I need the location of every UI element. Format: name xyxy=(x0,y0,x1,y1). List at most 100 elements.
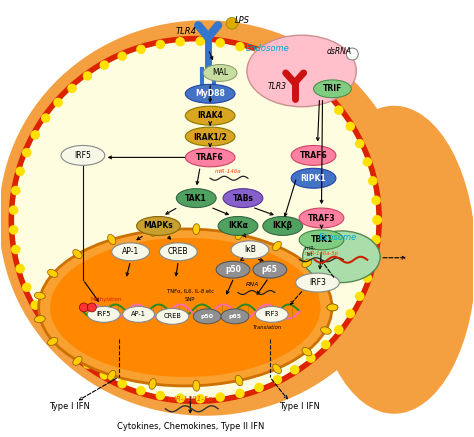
Circle shape xyxy=(87,303,96,312)
Circle shape xyxy=(100,60,109,70)
Circle shape xyxy=(30,130,40,140)
Circle shape xyxy=(334,105,344,115)
Circle shape xyxy=(355,291,365,301)
Circle shape xyxy=(346,309,355,319)
Ellipse shape xyxy=(320,281,331,288)
Ellipse shape xyxy=(112,243,149,261)
Circle shape xyxy=(290,66,300,75)
Ellipse shape xyxy=(273,364,282,374)
Circle shape xyxy=(136,45,146,54)
Circle shape xyxy=(11,186,20,195)
Circle shape xyxy=(118,52,127,61)
Text: IRF5: IRF5 xyxy=(74,151,91,160)
Text: p65: p65 xyxy=(262,265,278,274)
Circle shape xyxy=(175,37,185,46)
Ellipse shape xyxy=(137,216,180,236)
Text: TLR4: TLR4 xyxy=(176,27,197,36)
Circle shape xyxy=(346,48,358,60)
Circle shape xyxy=(155,391,165,400)
Circle shape xyxy=(16,264,25,274)
Text: IRAK1/2: IRAK1/2 xyxy=(193,132,227,141)
Circle shape xyxy=(346,121,355,131)
Circle shape xyxy=(11,245,20,254)
Ellipse shape xyxy=(299,208,344,228)
Circle shape xyxy=(100,370,109,380)
Ellipse shape xyxy=(327,304,338,311)
Text: TAK1: TAK1 xyxy=(185,194,207,203)
Text: TBK1: TBK1 xyxy=(310,236,333,244)
Circle shape xyxy=(80,303,88,312)
Text: SNP: SNP xyxy=(185,297,195,302)
Ellipse shape xyxy=(302,259,312,267)
Text: RNA: RNA xyxy=(246,282,260,287)
Ellipse shape xyxy=(231,241,269,259)
Ellipse shape xyxy=(247,35,356,107)
Circle shape xyxy=(355,139,365,149)
Ellipse shape xyxy=(302,231,380,283)
Ellipse shape xyxy=(0,20,411,416)
Text: MAPKs: MAPKs xyxy=(144,222,173,230)
Circle shape xyxy=(67,83,77,93)
Text: AP-1: AP-1 xyxy=(122,247,139,256)
Text: LPS: LPS xyxy=(235,16,249,25)
Circle shape xyxy=(216,38,225,48)
Text: TNFα, IL6, IL-8 etc: TNFα, IL6, IL-8 etc xyxy=(167,289,214,294)
Circle shape xyxy=(363,157,372,166)
Circle shape xyxy=(83,71,92,81)
Circle shape xyxy=(321,90,330,100)
Ellipse shape xyxy=(185,84,235,103)
Circle shape xyxy=(53,98,63,108)
Ellipse shape xyxy=(123,306,155,323)
Circle shape xyxy=(195,36,205,46)
Circle shape xyxy=(235,42,245,52)
Circle shape xyxy=(235,388,245,398)
Circle shape xyxy=(155,40,165,49)
Text: TLR3: TLR3 xyxy=(267,82,286,91)
Text: TRIF: TRIF xyxy=(323,84,342,94)
Text: miR-146a-5p: miR-146a-5p xyxy=(304,251,338,256)
Ellipse shape xyxy=(302,347,312,356)
Ellipse shape xyxy=(159,243,197,261)
Circle shape xyxy=(22,148,31,157)
Text: IRF3: IRF3 xyxy=(309,278,326,287)
Ellipse shape xyxy=(176,189,216,208)
Circle shape xyxy=(306,77,316,87)
Circle shape xyxy=(195,394,205,403)
Text: p50: p50 xyxy=(201,314,214,319)
Circle shape xyxy=(273,55,282,65)
Ellipse shape xyxy=(193,309,221,324)
Text: MyD88: MyD88 xyxy=(195,89,225,98)
Circle shape xyxy=(368,176,378,186)
Ellipse shape xyxy=(185,106,235,125)
Circle shape xyxy=(371,235,381,244)
Text: TRAF3: TRAF3 xyxy=(308,214,335,222)
Text: miR-
let: miR- let xyxy=(304,246,315,257)
Circle shape xyxy=(216,392,225,402)
Ellipse shape xyxy=(296,273,339,292)
Ellipse shape xyxy=(39,229,332,386)
Ellipse shape xyxy=(35,292,45,299)
Text: miR-1291-5p: miR-1291-5p xyxy=(167,396,213,402)
Ellipse shape xyxy=(61,146,105,165)
Text: TABs: TABs xyxy=(233,194,254,203)
Ellipse shape xyxy=(273,241,282,251)
Ellipse shape xyxy=(299,230,344,250)
Circle shape xyxy=(67,347,77,356)
Ellipse shape xyxy=(253,261,287,278)
Circle shape xyxy=(9,225,18,235)
Text: Endosome: Endosome xyxy=(246,44,290,52)
Ellipse shape xyxy=(50,238,320,377)
Text: Cytokines, Chemokines, Type II IFN: Cytokines, Chemokines, Type II IFN xyxy=(117,422,264,431)
Text: miR-146a: miR-146a xyxy=(215,169,241,174)
Circle shape xyxy=(41,317,51,327)
Text: p50: p50 xyxy=(225,265,241,274)
Ellipse shape xyxy=(73,356,82,365)
Ellipse shape xyxy=(73,250,82,259)
Ellipse shape xyxy=(313,80,351,98)
Circle shape xyxy=(334,325,344,335)
Ellipse shape xyxy=(35,316,45,323)
Ellipse shape xyxy=(320,327,331,334)
Circle shape xyxy=(273,375,282,385)
Ellipse shape xyxy=(193,380,200,391)
Ellipse shape xyxy=(218,216,258,236)
